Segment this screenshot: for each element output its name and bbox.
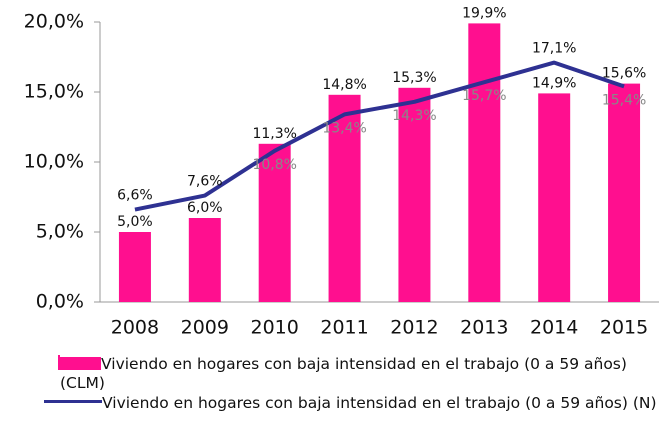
data-label: 15,3%: [392, 70, 436, 86]
bar: [188, 218, 221, 302]
data-label: 7,6%: [187, 174, 223, 190]
data-label: 15,6%: [602, 66, 646, 82]
x-tick-label: 2008: [111, 317, 159, 339]
data-label: 19,9%: [462, 5, 506, 21]
data-label: 15,7%: [462, 88, 506, 104]
data-label: 14,3%: [392, 108, 436, 124]
legend-swatch: [58, 357, 101, 370]
data-label: 14,9%: [532, 75, 576, 91]
x-tick-label: 2013: [460, 317, 508, 339]
data-label: 6,0%: [187, 200, 223, 216]
y-tick-label: 0,0%: [36, 291, 84, 313]
data-label: 17,1%: [532, 41, 576, 57]
bar: [118, 232, 151, 302]
legend-label: Viviendo en hogares con baja intensidad …: [60, 355, 627, 392]
data-label: 5,0%: [117, 214, 153, 230]
bar: [328, 94, 361, 302]
x-tick-label: 2010: [251, 317, 299, 339]
legend-swatches: [58, 355, 60, 368]
y-tick-label: 10,0%: [24, 151, 84, 173]
data-label: 6,6%: [117, 188, 153, 204]
x-tick-label: 2011: [320, 317, 368, 339]
legend-entry: Viviendo en hogares con baja intensidad …: [44, 394, 657, 413]
data-label: 11,3%: [252, 126, 296, 142]
bar: [608, 83, 641, 302]
y-tick-label: 5,0%: [36, 221, 84, 243]
bar: [538, 93, 571, 303]
bar: [258, 143, 291, 302]
y-tick-label: 15,0%: [24, 81, 84, 103]
bar: [468, 23, 501, 303]
legend-entry: Viviendo en hogares con baja intensidad …: [58, 355, 657, 393]
x-tick-label: 2014: [530, 317, 578, 339]
x-tick-label: 2015: [600, 317, 648, 339]
y-tick-label: 20,0%: [24, 11, 84, 33]
data-label: 10,8%: [252, 157, 296, 173]
data-label: 15,4%: [602, 92, 646, 108]
data-label: 14,8%: [322, 77, 366, 93]
legend-label: Viviendo en hogares con baja intensidad …: [102, 394, 657, 412]
x-tick-label: 2009: [181, 317, 229, 339]
legend-swatch: [44, 400, 102, 403]
data-label: 13,4%: [322, 120, 366, 136]
x-tick-label: 2012: [390, 317, 438, 339]
line: [134, 60, 625, 212]
bar: [398, 87, 431, 302]
